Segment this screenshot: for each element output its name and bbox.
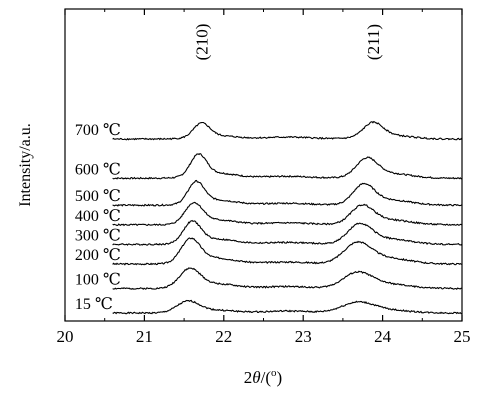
peak-annotation: (210) (193, 24, 212, 61)
series-line (112, 179, 463, 207)
plot-frame (64, 8, 463, 322)
series-line (112, 201, 463, 227)
series-line (112, 267, 463, 291)
x-tick-label: 24 (374, 327, 392, 346)
x-axis-title: 2θ/(o) (244, 367, 282, 387)
series-label: 400 ℃ (75, 208, 121, 225)
series-line (112, 120, 463, 141)
series-label: 700 ℃ (75, 122, 121, 139)
series-group (112, 120, 463, 315)
series-line (112, 219, 463, 246)
series-label: 500 ℃ (75, 188, 121, 205)
series-line (112, 152, 463, 180)
peak-annotation: (211) (364, 24, 383, 60)
x-tick-label: 23 (295, 327, 312, 346)
series-label: 100 ℃ (75, 272, 121, 289)
x-tick-label: 25 (454, 327, 471, 346)
x-tick-label: 22 (215, 327, 232, 346)
y-axis-title: Intensity/a.u. (17, 123, 34, 207)
peak-annotations: (210) (211) (193, 24, 384, 61)
series-label: 200 ℃ (75, 247, 121, 264)
x-tick-label: 21 (136, 327, 153, 346)
series-label: 300 ℃ (75, 227, 121, 244)
series-line (112, 237, 463, 266)
x-axis: 20 21 22 23 24 25 (57, 9, 471, 346)
series-label: 600 ℃ (75, 161, 121, 178)
series-labels: 15 ℃ 100 ℃ 200 ℃ 300 ℃ 400 ℃ 500 ℃ 600 ℃ 700 ℃ (75, 122, 121, 313)
series-label: 15 ℃ (75, 296, 113, 313)
series-line (112, 299, 463, 315)
x-tick-label: 20 (57, 327, 74, 346)
